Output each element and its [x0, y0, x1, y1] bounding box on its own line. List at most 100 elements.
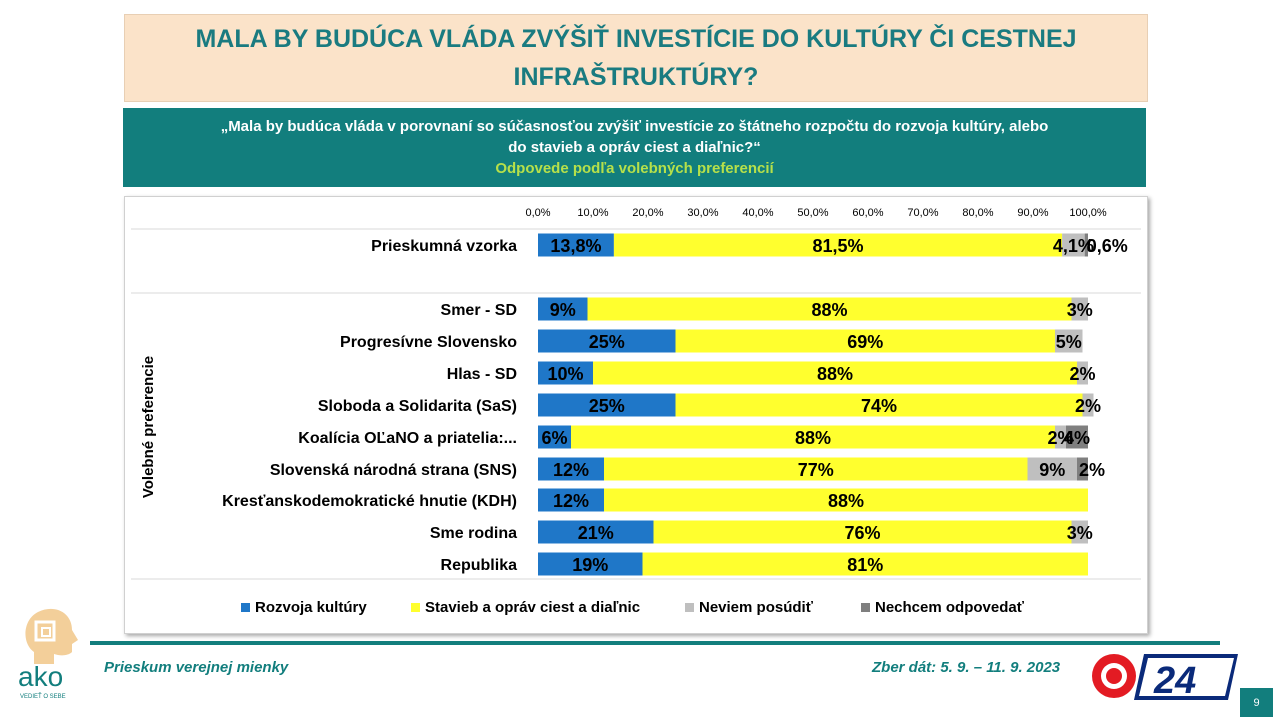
data-label: 9% — [550, 300, 576, 320]
bar-segment — [1055, 329, 1083, 353]
stacked-bar-chart: 0,0% 10,0% 20,0% 30,0% 40,0% 50,0% 60,0% 70,0% 8… — [131, 207, 1141, 616]
data-label: 25% — [589, 332, 625, 352]
category-label: Republika — [441, 557, 518, 574]
x-tick-label: 90,0% — [1017, 207, 1048, 219]
ako-logo-text: ako — [18, 661, 63, 692]
data-label: 0,6% — [1087, 236, 1128, 256]
bar-segment — [613, 233, 1063, 257]
data-label: 3% — [1067, 300, 1093, 320]
data-label: 12% — [553, 460, 589, 480]
bar-segment — [642, 552, 1088, 576]
x-tick-label: 10,0% — [577, 207, 608, 219]
bar-segment — [593, 361, 1077, 385]
category-label: Hlas - SD — [447, 366, 517, 383]
ako-logo: ako VEDIEŤ O SEBE — [14, 604, 92, 709]
bar-segment — [1027, 457, 1077, 481]
bar-segment — [1071, 297, 1088, 321]
bar-segment — [538, 233, 614, 257]
data-label: 81% — [847, 555, 883, 575]
x-tick-label: 80,0% — [962, 207, 993, 219]
data-label: 88% — [828, 491, 864, 511]
ako-logo-tagline: VEDIEŤ O SEBE — [20, 692, 66, 700]
tv24-logo: 24 — [1088, 648, 1240, 709]
data-label: 4% — [1064, 428, 1090, 448]
x-tick-label: 50,0% — [797, 207, 828, 219]
data-label: 2% — [1079, 460, 1105, 480]
data-label: 2% — [1069, 364, 1095, 384]
title-banner: MALA BY BUDÚCA VLÁDA ZVÝŠIŤ INVESTÍCIE D… — [124, 14, 1148, 102]
tv24-logo-graphic: 24 — [1092, 654, 1238, 702]
data-label: 4,1% — [1053, 236, 1094, 256]
footer-survey-label: Prieskum verejnej mienky — [104, 659, 289, 676]
data-label: 6% — [541, 428, 567, 448]
legend-label: Nechcem odpovedať — [875, 599, 1025, 616]
bar-segment — [1066, 425, 1088, 449]
legend-swatch — [685, 603, 694, 612]
bar-segment — [571, 425, 1055, 449]
data-label: 5% — [1056, 332, 1082, 352]
category-label: Progresívne Slovensko — [340, 334, 517, 351]
data-label: 12% — [553, 491, 589, 511]
bar-segment — [1055, 425, 1066, 449]
question-text: „Mala by budúca vláda v porovnaní so súč… — [220, 118, 1049, 156]
footer-divider — [90, 641, 1220, 645]
category-label: Kresťanskodemokratické hnutie (KDH) — [222, 493, 517, 510]
bar-segment — [538, 520, 654, 544]
bar-segment — [538, 488, 604, 512]
data-label: 88% — [795, 428, 831, 448]
bar-segment — [1062, 233, 1085, 257]
category-label: Sloboda a Solidarita (SaS) — [318, 398, 517, 415]
category-label: Slovenská národná strana (SNS) — [270, 462, 517, 479]
bar-segment — [675, 393, 1083, 417]
question-subtitle: Odpovede podľa volebných preferencií — [495, 160, 774, 177]
data-label: 3% — [1067, 523, 1093, 543]
data-label: 88% — [817, 364, 853, 384]
data-label: 88% — [811, 300, 847, 320]
bar-segment — [538, 361, 593, 385]
data-label: 9% — [1039, 460, 1065, 480]
category-label: Smer - SD — [441, 302, 517, 319]
bar-segment — [538, 393, 676, 417]
bar-segment — [538, 329, 676, 353]
question-banner: „Mala by budúca vláda v porovnaní so súč… — [123, 108, 1146, 187]
data-label: 81,5% — [813, 236, 864, 256]
category-label: Prieskumná vzorka — [371, 238, 517, 255]
data-label: 76% — [844, 523, 880, 543]
page-title: MALA BY BUDÚCA VLÁDA ZVÝŠIŤ INVESTÍCIE D… — [195, 25, 1077, 91]
x-tick-label: 0,0% — [525, 207, 550, 219]
data-label: 13,8% — [550, 236, 601, 256]
legend-swatch — [241, 603, 250, 612]
data-label: 2% — [1075, 396, 1101, 416]
ako-logo-graphic: ako VEDIEŤ O SEBE — [18, 608, 79, 700]
data-label: 21% — [578, 523, 614, 543]
x-tick-label: 30,0% — [687, 207, 718, 219]
data-label: 19% — [572, 555, 608, 575]
data-label: 77% — [798, 460, 834, 480]
bar-segment — [653, 520, 1072, 544]
bar-segment — [604, 488, 1088, 512]
bar-segment — [538, 297, 588, 321]
legend-swatch — [411, 603, 420, 612]
bar-segment — [1077, 361, 1088, 385]
legend-label: Rozvoja kultúry — [255, 599, 367, 616]
tv24-logo-text: 24 — [1153, 660, 1196, 702]
bar-segment — [538, 425, 571, 449]
bar-segment — [538, 457, 604, 481]
bar-segment — [604, 457, 1028, 481]
footer-date-label: Zber dát: 5. 9. – 11. 9. 2023 — [872, 659, 1061, 676]
category-label: Sme rodina — [430, 525, 517, 542]
x-tick-label: 70,0% — [907, 207, 938, 219]
legend-swatch — [861, 603, 870, 612]
data-label: 69% — [847, 332, 883, 352]
x-tick-label: 100,0% — [1069, 207, 1107, 219]
bar-segment — [675, 329, 1055, 353]
bar-segment — [1077, 457, 1088, 481]
category-label: Koalícia OĽaNO a priatelia:... — [298, 430, 517, 447]
data-label: 74% — [861, 396, 897, 416]
x-tick-label: 40,0% — [742, 207, 773, 219]
x-tick-label: 20,0% — [632, 207, 663, 219]
bar-segment — [538, 552, 643, 576]
chart-panel: 0,0% 10,0% 20,0% 30,0% 40,0% 50,0% 60,0% 70,0% 8… — [124, 196, 1148, 634]
page-number: 9 — [1240, 688, 1273, 717]
data-label: 25% — [589, 396, 625, 416]
